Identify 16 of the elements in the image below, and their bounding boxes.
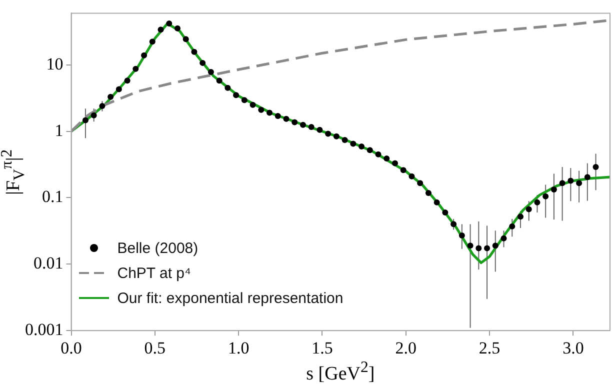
y-tick-label: 0.001 (25, 320, 64, 340)
x-tick-label: 0.5 (144, 338, 166, 358)
x-tick-label: 0.0 (60, 338, 82, 358)
legend-label: Belle (2008) (117, 240, 198, 257)
y-tick-label: 0.1 (42, 187, 64, 206)
y-tick-label: 0.01 (34, 254, 64, 273)
y-tick-label: 10 (46, 54, 64, 74)
legend-label: Our fit: exponential representation (117, 290, 344, 307)
legend-label: ChPT at p⁴ (117, 264, 191, 282)
x-axis-title: s [GeV$^{2}$] (306, 358, 375, 385)
x-tick-label: 1.0 (228, 338, 250, 358)
y-tick-label: 1 (54, 120, 64, 140)
x-tick-label: 2.5 (478, 338, 500, 358)
x-tick-label: 3.0 (562, 338, 584, 358)
x-tick-label: 1.5 (312, 338, 333, 358)
x-tick-label: 2.0 (395, 338, 416, 358)
